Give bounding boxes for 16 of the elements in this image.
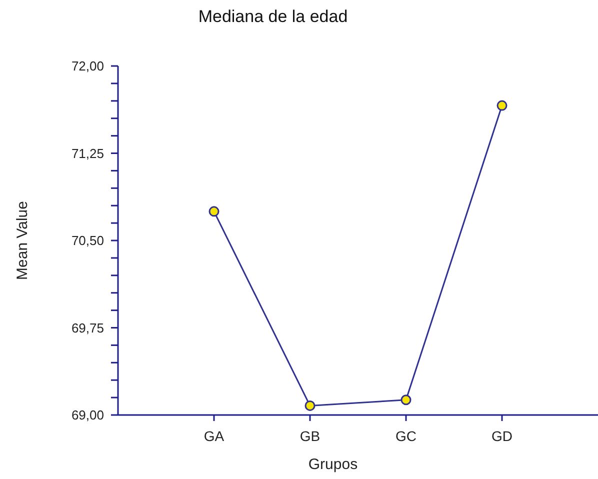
y-axis-title: Mean Value bbox=[14, 201, 31, 280]
point bbox=[208, 206, 220, 217]
x-axis-title: Grupos bbox=[308, 456, 358, 473]
point bbox=[304, 400, 316, 411]
y-tick-label: 69,75 bbox=[71, 320, 104, 336]
chart-title: Mediana de la edad bbox=[198, 7, 348, 26]
x-tick-label: GA bbox=[204, 428, 225, 444]
y-tick-label: 70,50 bbox=[71, 233, 104, 248]
y-tick-label: 69,00 bbox=[71, 408, 104, 423]
point bbox=[496, 100, 508, 111]
point bbox=[400, 394, 412, 406]
x-tick-label: GD bbox=[492, 428, 512, 444]
x-tick-label: GB bbox=[300, 428, 320, 444]
x-tick-label: GC bbox=[396, 428, 416, 444]
y-tick-label: 71,25 bbox=[71, 146, 104, 161]
y-tick-label: 72,00 bbox=[71, 58, 104, 74]
